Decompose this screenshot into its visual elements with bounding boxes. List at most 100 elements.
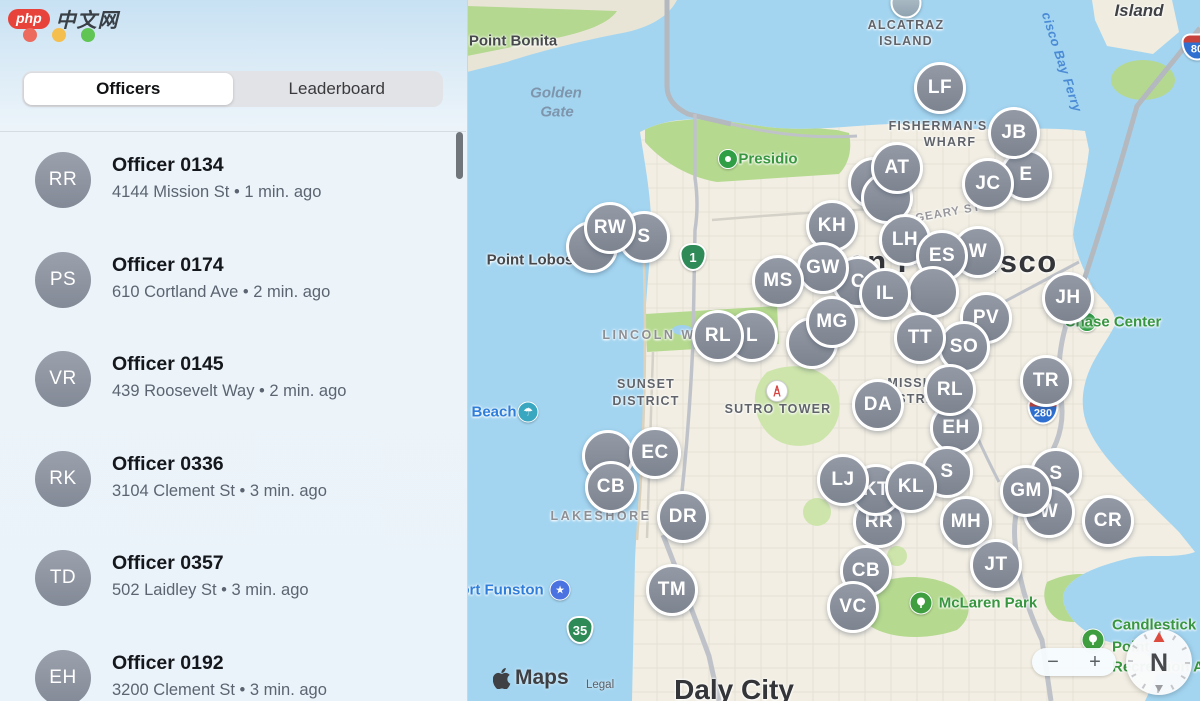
maximize-button[interactable] xyxy=(81,28,95,42)
map-label: DISTRICT xyxy=(612,394,680,408)
php-logo: php 中文网 xyxy=(8,4,119,33)
map-marker-tm[interactable]: TM xyxy=(646,564,698,616)
avatar: TD xyxy=(35,550,91,606)
close-button[interactable] xyxy=(23,28,37,42)
map-marker-jt[interactable]: JT xyxy=(970,539,1022,591)
tree-icon xyxy=(909,591,933,615)
officer-detail: 439 Roosevelt Way • 2 min. ago xyxy=(112,382,347,400)
map-label: Daly City xyxy=(674,674,794,701)
map-label: SUNSET xyxy=(617,377,675,391)
map-attribution: Maps xyxy=(493,666,569,690)
sidebar: php 中文网 Officers Leaderboard RR Officer 0… xyxy=(0,0,468,701)
zoom-in-button[interactable]: + xyxy=(1089,650,1101,673)
divider xyxy=(0,131,466,132)
officer-detail: 610 Cortland Ave • 2 min. ago xyxy=(112,282,331,301)
map-marker-lf[interactable]: LF xyxy=(914,62,966,114)
map-marker-gm[interactable]: GM xyxy=(1000,465,1052,517)
tower-icon xyxy=(766,380,788,402)
map-label: FISHERMAN'S xyxy=(888,119,988,133)
map-marker-il[interactable]: IL xyxy=(859,268,911,320)
map-label: Candlestick xyxy=(1112,616,1197,634)
officer-list-item[interactable]: RK Officer 0336 3104 Clement St • 3 min. a… xyxy=(0,450,466,521)
map-label: ISLAND xyxy=(879,34,933,48)
scrollbar-thumb[interactable] xyxy=(456,132,463,179)
map-marker-lj[interactable]: LJ xyxy=(817,454,869,506)
map-marker-tr[interactable]: TR xyxy=(1020,355,1072,407)
officer-name: Officer 0145 xyxy=(112,353,224,375)
officer-name: Officer 0357 xyxy=(112,552,224,574)
compass-north-label: N xyxy=(1150,649,1168,677)
map-label: Point Bonita xyxy=(468,32,558,50)
officer-name: Officer 0174 xyxy=(112,253,224,276)
apple-logo-icon xyxy=(493,667,511,689)
map-marker-mg[interactable]: MG xyxy=(806,296,858,348)
map-marker-jc[interactable]: JC xyxy=(962,158,1014,210)
map-marker-cr[interactable]: CR xyxy=(1082,495,1134,547)
map-label: LINCOLN W xyxy=(602,328,696,342)
avatar: EH xyxy=(35,649,91,701)
map-label: Point Lobos xyxy=(486,251,574,269)
map-label: WHARF xyxy=(923,135,977,149)
map-marker-jb[interactable]: JB xyxy=(988,107,1040,159)
officer-list-item[interactable]: RR Officer 0134 4144 Mission St • 1 min. a… xyxy=(0,152,466,222)
map-label: Chase Center xyxy=(1064,313,1162,331)
officer-detail: 4144 Mission St • 1 min. ago xyxy=(112,183,322,201)
star-icon: ★ xyxy=(549,579,571,601)
dot-icon xyxy=(718,149,738,169)
legal-link[interactable]: Legal xyxy=(586,679,615,691)
map-marker-mh[interactable]: MH xyxy=(940,496,992,548)
officer-list-item[interactable]: EH Officer 0192 3200 Clement St • 3 min. a… xyxy=(0,649,466,701)
map-marker-lh[interactable]: LH xyxy=(879,214,931,266)
map-marker-rl[interactable]: RL xyxy=(692,310,744,362)
map-marker-tt[interactable]: TT xyxy=(894,312,946,364)
avatar: RR xyxy=(35,152,91,208)
logo-text: 中文网 xyxy=(55,10,119,32)
officer-list-item[interactable]: TD Officer 0357 502 Laidley St • 3 min. ag… xyxy=(0,550,466,620)
map-label: SUTRO TOWER xyxy=(724,402,832,416)
maps-brand-label: Maps xyxy=(515,666,569,689)
officer-name: Officer 0192 xyxy=(112,651,224,674)
north-needle-icon xyxy=(1153,632,1165,642)
map-label: ALCATRAZ xyxy=(867,18,945,32)
officer-list-item[interactable]: VR Officer 0145 439 Roosevelt Way • 2 min.… xyxy=(0,351,466,421)
map-marker-da[interactable]: DA xyxy=(852,379,904,431)
map-label: LAKESHORE xyxy=(550,509,652,523)
map-marker-jh[interactable]: JH xyxy=(1042,272,1094,324)
compass[interactable]: N xyxy=(1124,627,1194,697)
officer-detail: 502 Laidley St • 3 min. ago xyxy=(112,581,309,599)
officer-list-item[interactable]: PS Officer 0174 610 Cortland Ave • 2 min. … xyxy=(0,251,466,322)
route-shield-1: 1 xyxy=(679,243,707,271)
minimize-button[interactable] xyxy=(52,28,66,42)
map-marker-kl[interactable]: KL xyxy=(885,461,937,513)
officer-name: Officer 0134 xyxy=(112,154,224,176)
map-label: Gate xyxy=(540,103,574,121)
php-badge-icon: php xyxy=(8,8,50,29)
zoom-out-button[interactable]: − xyxy=(1047,650,1059,673)
map-marker[interactable] xyxy=(907,266,959,318)
map-marker-gw[interactable]: GW xyxy=(797,242,849,294)
map-marker-rw[interactable]: RW xyxy=(584,202,636,254)
officer-detail: 3200 Clement St • 3 min. ago xyxy=(112,680,327,699)
officer-detail: 3104 Clement St • 3 min. ago xyxy=(112,481,327,500)
tab-officers[interactable]: Officers xyxy=(24,73,233,105)
window-controls xyxy=(23,28,95,42)
map-marker-ec[interactable]: EC xyxy=(629,427,681,479)
map-label: Golden xyxy=(530,84,582,102)
avatar: PS xyxy=(35,251,91,308)
map-marker-rl[interactable]: RL xyxy=(924,364,976,416)
tree-icon xyxy=(1081,628,1105,652)
officer-name: Officer 0336 xyxy=(112,452,224,475)
tab-leaderboard[interactable]: Leaderboard xyxy=(288,79,385,98)
map[interactable]: ☂ ★ Point Bonita Golden Gate ALCATRAZ ISLAND I… xyxy=(467,0,1200,701)
map-marker-vc[interactable]: VC xyxy=(827,581,879,633)
map-label: Presidio xyxy=(738,150,798,168)
umbrella-icon: ☂ xyxy=(517,401,539,423)
map-marker-dr[interactable]: DR xyxy=(657,491,709,543)
avatar: VR xyxy=(35,351,91,407)
map-label: Island xyxy=(1114,1,1164,20)
map-marker-cb[interactable]: CB xyxy=(585,461,637,513)
map-marker-at[interactable]: AT xyxy=(871,142,923,194)
map-marker-ms[interactable]: MS xyxy=(752,255,804,307)
map-label: ort Funston xyxy=(467,581,544,599)
